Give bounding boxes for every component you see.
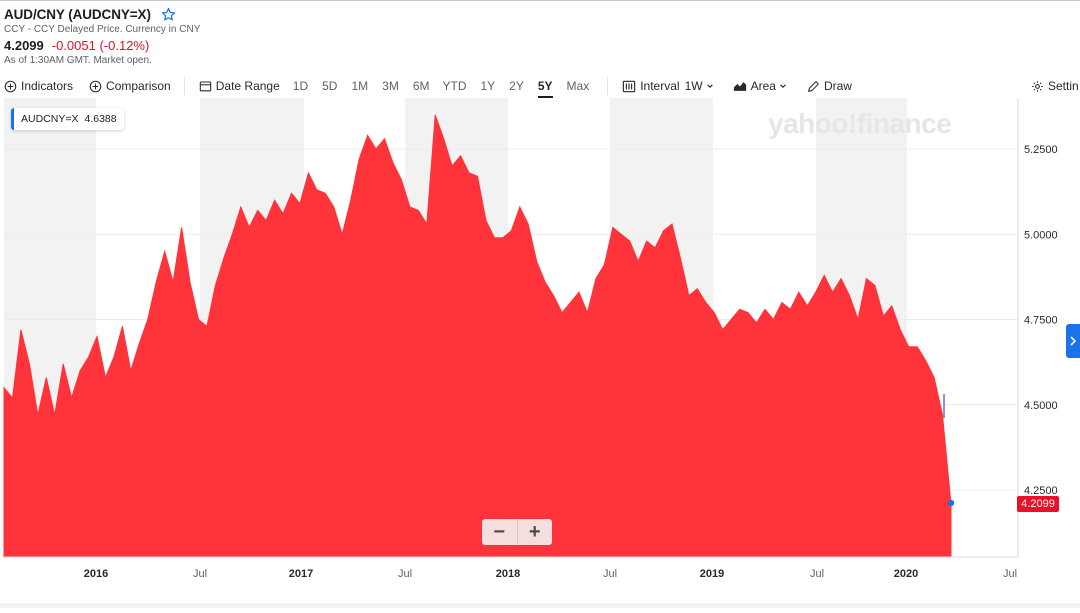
chevron-down-icon <box>780 84 786 88</box>
draw-label: Draw <box>823 79 852 93</box>
price-chart[interactable]: 5.2500 5.0000 4.7500 4.5000 4.2500 2016 Jul 201… <box>0 98 1080 608</box>
range-1m[interactable]: 1M <box>351 79 369 93</box>
range-6m[interactable]: 6M <box>412 79 430 93</box>
star-icon[interactable] <box>161 7 176 22</box>
y-tick-label: 5.2500 <box>1024 144 1058 156</box>
zoom-control: − + <box>482 519 552 545</box>
x-tick-label: 2020 <box>894 568 918 580</box>
range-ytd[interactable]: YTD <box>442 79 467 93</box>
current-price: 4.2099 <box>4 38 44 53</box>
range-2y[interactable]: 2Y <box>509 79 524 93</box>
comparison-button[interactable]: Comparison <box>89 79 171 93</box>
x-tick-label: Jul <box>193 568 207 580</box>
gear-icon <box>1032 80 1043 92</box>
range-1d[interactable]: 1D <box>292 79 309 93</box>
last-price-label: 4.2099 <box>1017 496 1059 512</box>
y-tick-label: 5.0000 <box>1024 229 1058 241</box>
market-status: As of 1:30AM GMT. Market open. <box>4 55 152 66</box>
expand-panel-button[interactable] <box>1066 324 1080 358</box>
chart-area[interactable]: 5.2500 5.0000 4.7500 4.5000 4.2500 2016 Jul 201… <box>0 98 1080 608</box>
interval-value: 1W <box>684 79 703 93</box>
price-area-series <box>3 114 952 558</box>
y-tick-label: 4.7500 <box>1024 315 1058 327</box>
chart-type-label: Area <box>750 79 776 93</box>
y-tick-label: 4.5000 <box>1024 400 1058 412</box>
toolbar-divider <box>607 77 609 95</box>
x-tick-label: Jul <box>810 568 824 580</box>
settings-label: Settin <box>1048 79 1079 93</box>
toolbar-divider <box>183 77 185 95</box>
indicators-label: Indicators <box>21 79 74 93</box>
bottom-border <box>0 603 1080 608</box>
chevron-right-icon <box>1070 336 1077 346</box>
chart-type-dropdown[interactable]: Area <box>733 79 791 93</box>
range-3m[interactable]: 3M <box>382 79 399 93</box>
calendar-icon <box>199 81 211 92</box>
x-tick-label: 2018 <box>496 568 520 580</box>
x-tick-label: 2017 <box>289 568 313 580</box>
zoom-out-button[interactable]: − <box>493 520 506 543</box>
legend-symbol: AUDCNY=X <box>21 113 79 125</box>
price-change: -0.0051 (-0.12%) <box>51 38 150 53</box>
comparison-label: Comparison <box>106 79 171 93</box>
candle-icon <box>623 80 636 92</box>
x-tick-label: Jul <box>398 568 412 580</box>
plus-circle-icon <box>89 80 102 92</box>
zoom-in-button[interactable]: + <box>528 520 541 543</box>
date-range-label: Date Range <box>215 79 280 93</box>
yahoo-finance-watermark: yahoo!finance <box>768 108 952 139</box>
range-5y[interactable]: 5Y <box>537 79 553 98</box>
page-title: AUD/CNY (AUDCNY=X) <box>4 6 151 22</box>
y-tick-label: 4.2500 <box>1024 485 1058 497</box>
x-tick-label: Jul <box>603 568 617 580</box>
interval-label: Interval <box>640 79 680 93</box>
x-tick-label: 2016 <box>84 568 108 580</box>
range-1y[interactable]: 1Y <box>480 79 496 93</box>
series-color-marker <box>11 108 14 130</box>
chart-toolbar: Indicators Comparison Date Range 1D 5D 1… <box>0 74 1080 98</box>
series-legend[interactable]: AUDCNY=X 4.6388 <box>11 108 124 130</box>
draw-button[interactable]: Draw <box>807 79 852 93</box>
price-source-subtitle: CCY - CCY Delayed Price. Currency in CNY <box>4 24 201 35</box>
area-chart-icon <box>733 82 746 91</box>
last-point-dot <box>947 499 955 507</box>
range-5d[interactable]: 5D <box>322 79 338 93</box>
interval-dropdown[interactable]: Interval 1W <box>622 79 717 93</box>
pencil-icon <box>808 80 819 92</box>
range-max[interactable]: Max <box>566 79 590 93</box>
zoom-divider <box>516 519 518 545</box>
top-border <box>0 0 1080 1</box>
plus-circle-icon <box>4 80 17 92</box>
quote-header: AUD/CNY (AUDCNY=X) CCY - CCY Delayed Pri… <box>4 5 201 67</box>
legend-value: 4.6388 <box>84 113 117 125</box>
x-tick-label: 2019 <box>700 568 724 580</box>
chevron-down-icon <box>706 84 713 88</box>
settings-button[interactable]: Settin <box>1031 79 1079 93</box>
x-tick-label: Jul <box>1003 568 1017 580</box>
date-range-button[interactable]: Date Range <box>199 79 280 93</box>
indicators-button[interactable]: Indicators <box>4 79 73 93</box>
